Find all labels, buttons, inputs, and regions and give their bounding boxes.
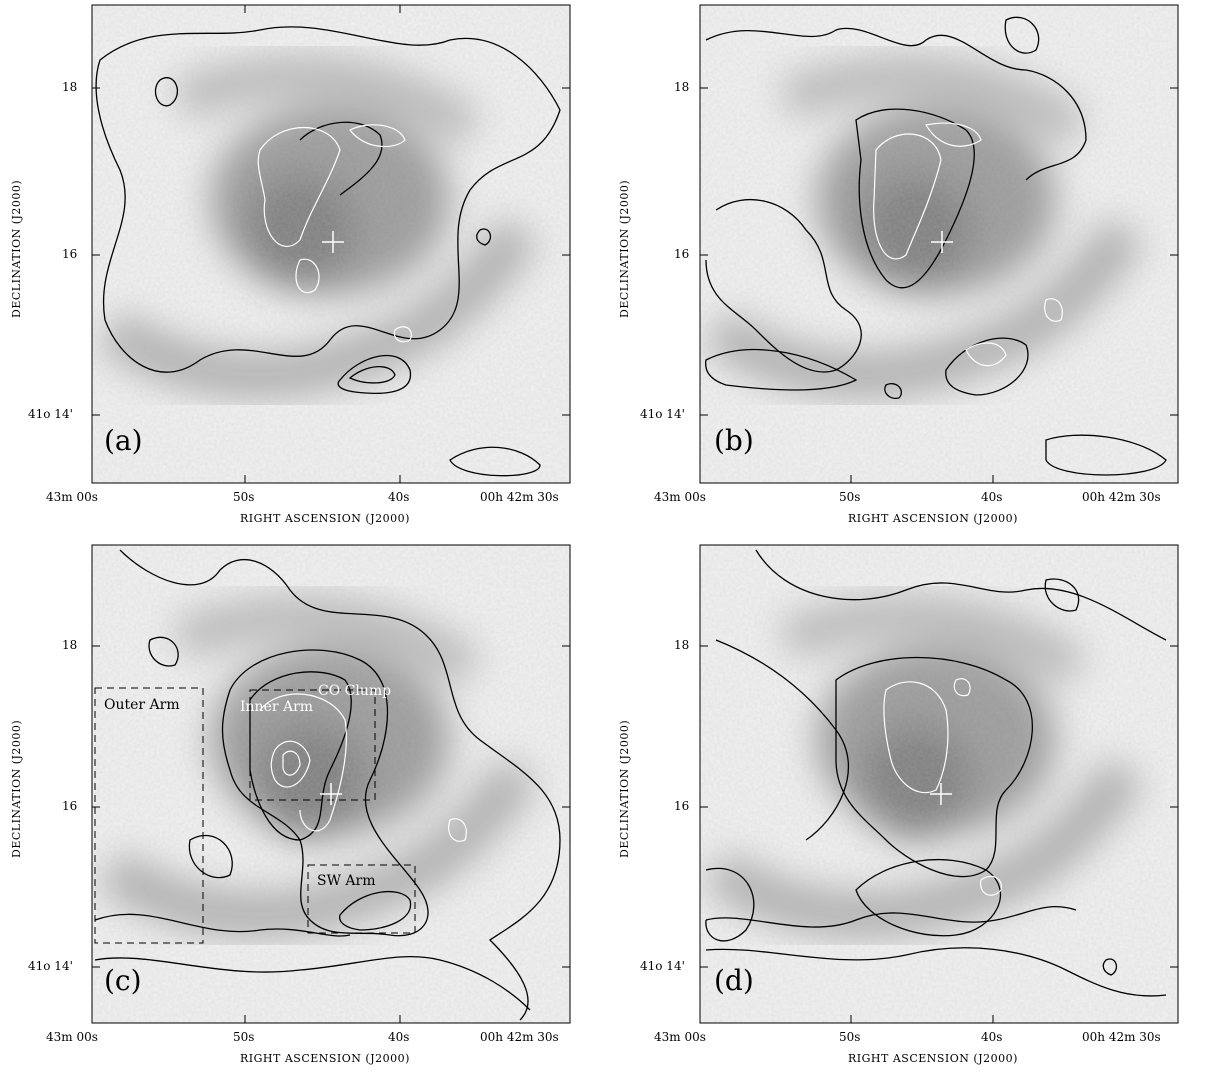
x-tick-label: 00h 42m 30s (1082, 490, 1161, 504)
y-tick-label: 18 (62, 80, 78, 94)
x-axis-label: RIGHT ASCENSION (J2000) (848, 1052, 1018, 1065)
region-label-outer-arm: Outer Arm (104, 697, 180, 713)
y-axis-label: DECLINATION (J2000) (10, 179, 23, 318)
region-label-co-clump: CO Clump (318, 683, 392, 699)
y-tick-label: 18 (62, 638, 78, 652)
x-tick-label: 43m 00s (46, 490, 98, 504)
panel-c-plot (91, 544, 571, 1024)
panel-label: (d) (714, 964, 754, 997)
y-axis-label: DECLINATION (J2000) (618, 179, 631, 318)
x-tick-label: 40s (388, 490, 410, 504)
x-tick-label: 00h 42m 30s (480, 490, 559, 504)
panel-label: (a) (104, 424, 143, 457)
panel-a-plot (91, 4, 571, 484)
y-tick-label: 18 (674, 638, 690, 652)
panel-d-plot (699, 544, 1179, 1024)
y-tick-label: 41o 14' (640, 407, 685, 421)
y-tick-label: 41o 14' (28, 959, 73, 973)
x-tick-label: 50s (839, 1030, 861, 1044)
panel-b: (b) DECLINATION (J2000) RIGHT ASCENSION … (606, 0, 1213, 540)
x-axis-label: RIGHT ASCENSION (J2000) (240, 512, 410, 525)
y-tick-label: 16 (674, 799, 690, 813)
x-axis-label: RIGHT ASCENSION (J2000) (240, 1052, 410, 1065)
x-tick-label: 50s (233, 1030, 255, 1044)
panel-b-plot (699, 4, 1179, 484)
region-label-sw-arm: SW Arm (317, 873, 376, 889)
x-tick-label: 40s (981, 490, 1003, 504)
panel-label: (b) (714, 424, 754, 457)
y-tick-label: 18 (674, 80, 690, 94)
panel-c: Outer Arm Inner Arm CO Clump SW Arm (c) … (0, 540, 610, 1080)
x-axis-label: RIGHT ASCENSION (J2000) (848, 512, 1018, 525)
y-axis-label: DECLINATION (J2000) (618, 719, 631, 858)
x-tick-label: 43m 00s (46, 1030, 98, 1044)
panel-label: (c) (104, 964, 142, 997)
y-tick-label: 41o 14' (28, 407, 73, 421)
panel-d: (d) DECLINATION (J2000) RIGHT ASCENSION … (606, 540, 1213, 1080)
region-label-inner-arm: Inner Arm (240, 699, 314, 715)
y-tick-label: 16 (62, 799, 78, 813)
y-tick-label: 41o 14' (640, 959, 685, 973)
x-tick-label: 40s (388, 1030, 410, 1044)
x-tick-label: 50s (233, 490, 255, 504)
panel-a: (a) DECLINATION (J2000) RIGHT ASCENSION … (0, 0, 610, 540)
y-tick-label: 16 (674, 247, 690, 261)
y-tick-label: 16 (62, 247, 78, 261)
x-tick-label: 40s (981, 1030, 1003, 1044)
x-tick-label: 43m 00s (654, 1030, 706, 1044)
x-tick-label: 43m 00s (654, 490, 706, 504)
x-tick-label: 00h 42m 30s (480, 1030, 559, 1044)
x-tick-label: 50s (839, 490, 861, 504)
y-axis-label: DECLINATION (J2000) (10, 719, 23, 858)
x-tick-label: 00h 42m 30s (1082, 1030, 1161, 1044)
